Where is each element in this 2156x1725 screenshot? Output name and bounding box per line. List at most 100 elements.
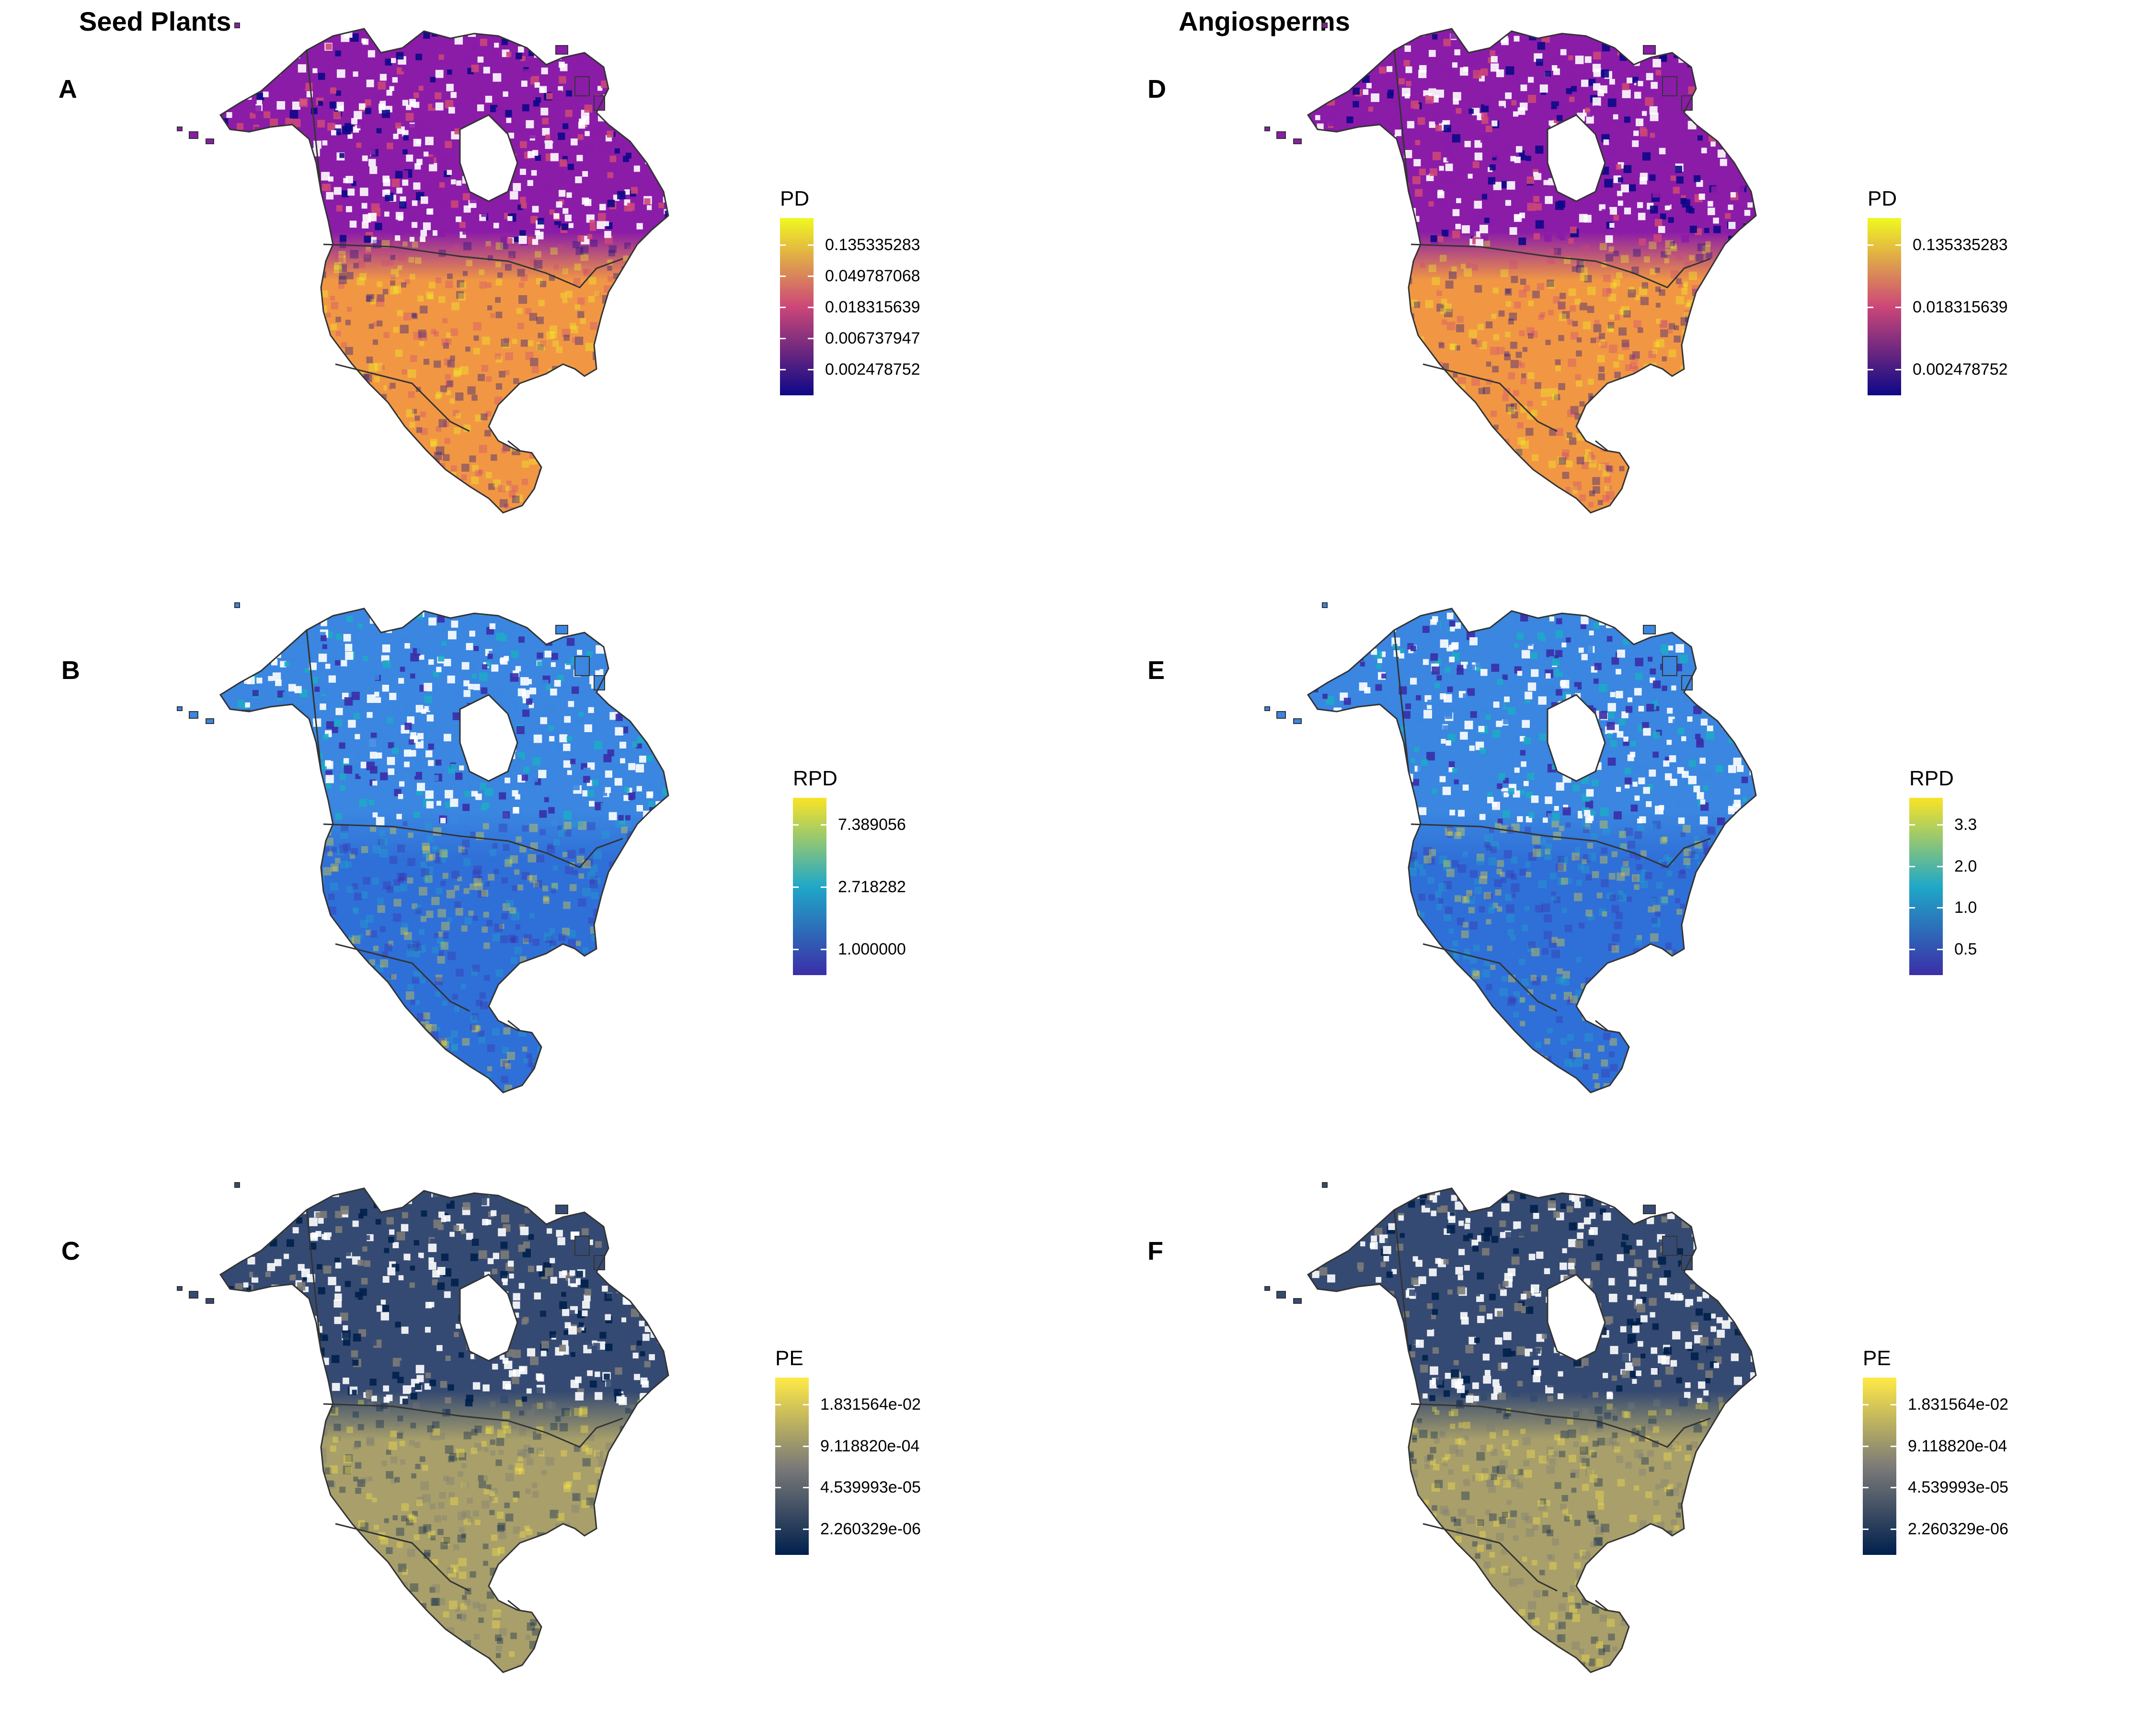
legend-tick <box>803 1487 809 1489</box>
legend-tick <box>780 369 786 370</box>
legend-tick <box>780 338 786 339</box>
legend-tick <box>793 824 799 826</box>
political-border <box>306 630 322 772</box>
column-title-seed-plants: Seed Plants <box>79 6 231 36</box>
political-border <box>1422 943 1558 1012</box>
panel-label-b: B <box>61 656 80 685</box>
legend-tick-label: 0.018315639 <box>1913 298 2008 316</box>
panel-label-c: C <box>61 1237 80 1265</box>
legend-tick-label: 0.002478752 <box>1913 360 2008 379</box>
coastline <box>1307 608 1757 1093</box>
legend-panel-f: PE 1.831564e-02 9.118820e-04 4.539993e-05 2… <box>1863 1346 2083 1557</box>
legend-tick <box>803 1445 809 1447</box>
map-panel-a <box>177 23 669 514</box>
legend-tick <box>808 369 814 370</box>
legend-tick <box>1909 824 1915 826</box>
legend-tick <box>1868 369 1873 370</box>
map-panel-c <box>177 1182 669 1673</box>
map-panel-d <box>1264 23 1757 514</box>
legend-tick <box>775 1404 781 1405</box>
legend-tick <box>1863 1404 1869 1405</box>
legend-tick <box>808 276 814 277</box>
land-raster <box>220 1188 668 1672</box>
land-raster <box>1308 29 1756 513</box>
legend-panel-c: PE 1.831564e-02 9.118820e-04 4.539993e-05 2… <box>775 1346 996 1557</box>
legend-tick <box>775 1529 781 1530</box>
legend-tick <box>1891 1404 1896 1405</box>
map-panel-f <box>1264 1182 1757 1673</box>
legend-tick-label: 7.389056 <box>838 816 906 834</box>
legend-tick <box>780 276 786 277</box>
legend-tick <box>1895 307 1901 308</box>
legend-tick <box>1891 1529 1896 1530</box>
political-border <box>323 823 623 868</box>
legend-tick <box>775 1487 781 1489</box>
political-border <box>323 243 623 288</box>
legend-title: PD <box>780 187 810 210</box>
legend-title: PE <box>1863 1346 1891 1370</box>
legend-tick <box>1891 1487 1896 1489</box>
legend-tick <box>803 1529 809 1530</box>
legend-tick-label: 0.002478752 <box>825 360 920 379</box>
legend-tick <box>780 307 786 308</box>
legend-tick <box>821 886 826 888</box>
legend-tick-label: 0.006737947 <box>825 329 920 347</box>
political-border <box>1411 1403 1711 1448</box>
coastline <box>219 28 669 514</box>
column-title-angiosperms: Angiosperms <box>1179 6 1350 36</box>
coastline <box>1307 1187 1757 1673</box>
legend-tick <box>1863 1487 1869 1489</box>
legend-tick <box>1863 1529 1869 1530</box>
political-border <box>323 1403 623 1448</box>
legend-tick <box>1868 307 1873 308</box>
legend-title: RPD <box>793 767 837 790</box>
legend-tick-label: 9.118820e-04 <box>820 1437 920 1455</box>
legend-tick <box>1895 244 1901 246</box>
legend-title: PE <box>775 1346 803 1370</box>
legend-tick-label: 1.000000 <box>838 940 906 958</box>
legend-tick <box>803 1404 809 1405</box>
legend-tick <box>1937 949 1943 950</box>
legend-tick-label: 1.0 <box>1954 898 1977 917</box>
political-border <box>1393 630 1410 772</box>
legend-tick-label: 0.135335283 <box>825 236 920 254</box>
political-border <box>335 1523 470 1592</box>
legend-tick <box>821 824 826 826</box>
political-border <box>1393 1209 1410 1352</box>
political-border <box>306 1209 322 1352</box>
legend-tick <box>808 338 814 339</box>
legend-tick <box>1868 244 1873 246</box>
legend-tick <box>1891 1445 1896 1447</box>
legend-tick <box>1895 369 1901 370</box>
legend-tick-label: 2.260329e-06 <box>820 1520 921 1538</box>
color-bar <box>775 1378 809 1555</box>
legend-tick <box>780 244 786 246</box>
legend-tick <box>1937 907 1943 909</box>
legend-tick <box>1937 865 1943 867</box>
legend-title: PD <box>1868 187 1897 210</box>
raster-cells <box>1308 609 1756 1092</box>
color-bar <box>1909 798 1943 975</box>
legend-tick-label: 1.831564e-02 <box>1908 1395 2008 1414</box>
political-border <box>1411 243 1711 288</box>
legend-tick-label: 2.260329e-06 <box>1908 1520 2008 1538</box>
legend-tick <box>808 307 814 308</box>
legend-tick-label: 0.5 <box>1954 940 1977 958</box>
political-border <box>1595 440 1608 451</box>
legend-panel-d: PD 0.135335283 0.018315639 0.002478752 <box>1868 187 2088 398</box>
political-border <box>1595 1020 1608 1031</box>
map-panel-e <box>1264 602 1757 1093</box>
legend-tick <box>808 244 814 246</box>
legend-tick <box>821 949 826 950</box>
legend-tick-label: 0.018315639 <box>825 298 920 316</box>
political-border <box>507 440 520 451</box>
political-border <box>1422 363 1558 432</box>
panel-label-a: A <box>58 75 77 104</box>
political-border <box>507 1599 520 1611</box>
legend-tick <box>775 1445 781 1447</box>
legend-tick-label: 1.831564e-02 <box>820 1395 921 1414</box>
political-border <box>1393 50 1410 192</box>
legend-tick-label: 2.718282 <box>838 878 906 896</box>
political-border <box>1422 1523 1558 1592</box>
legend-tick <box>1909 949 1915 950</box>
